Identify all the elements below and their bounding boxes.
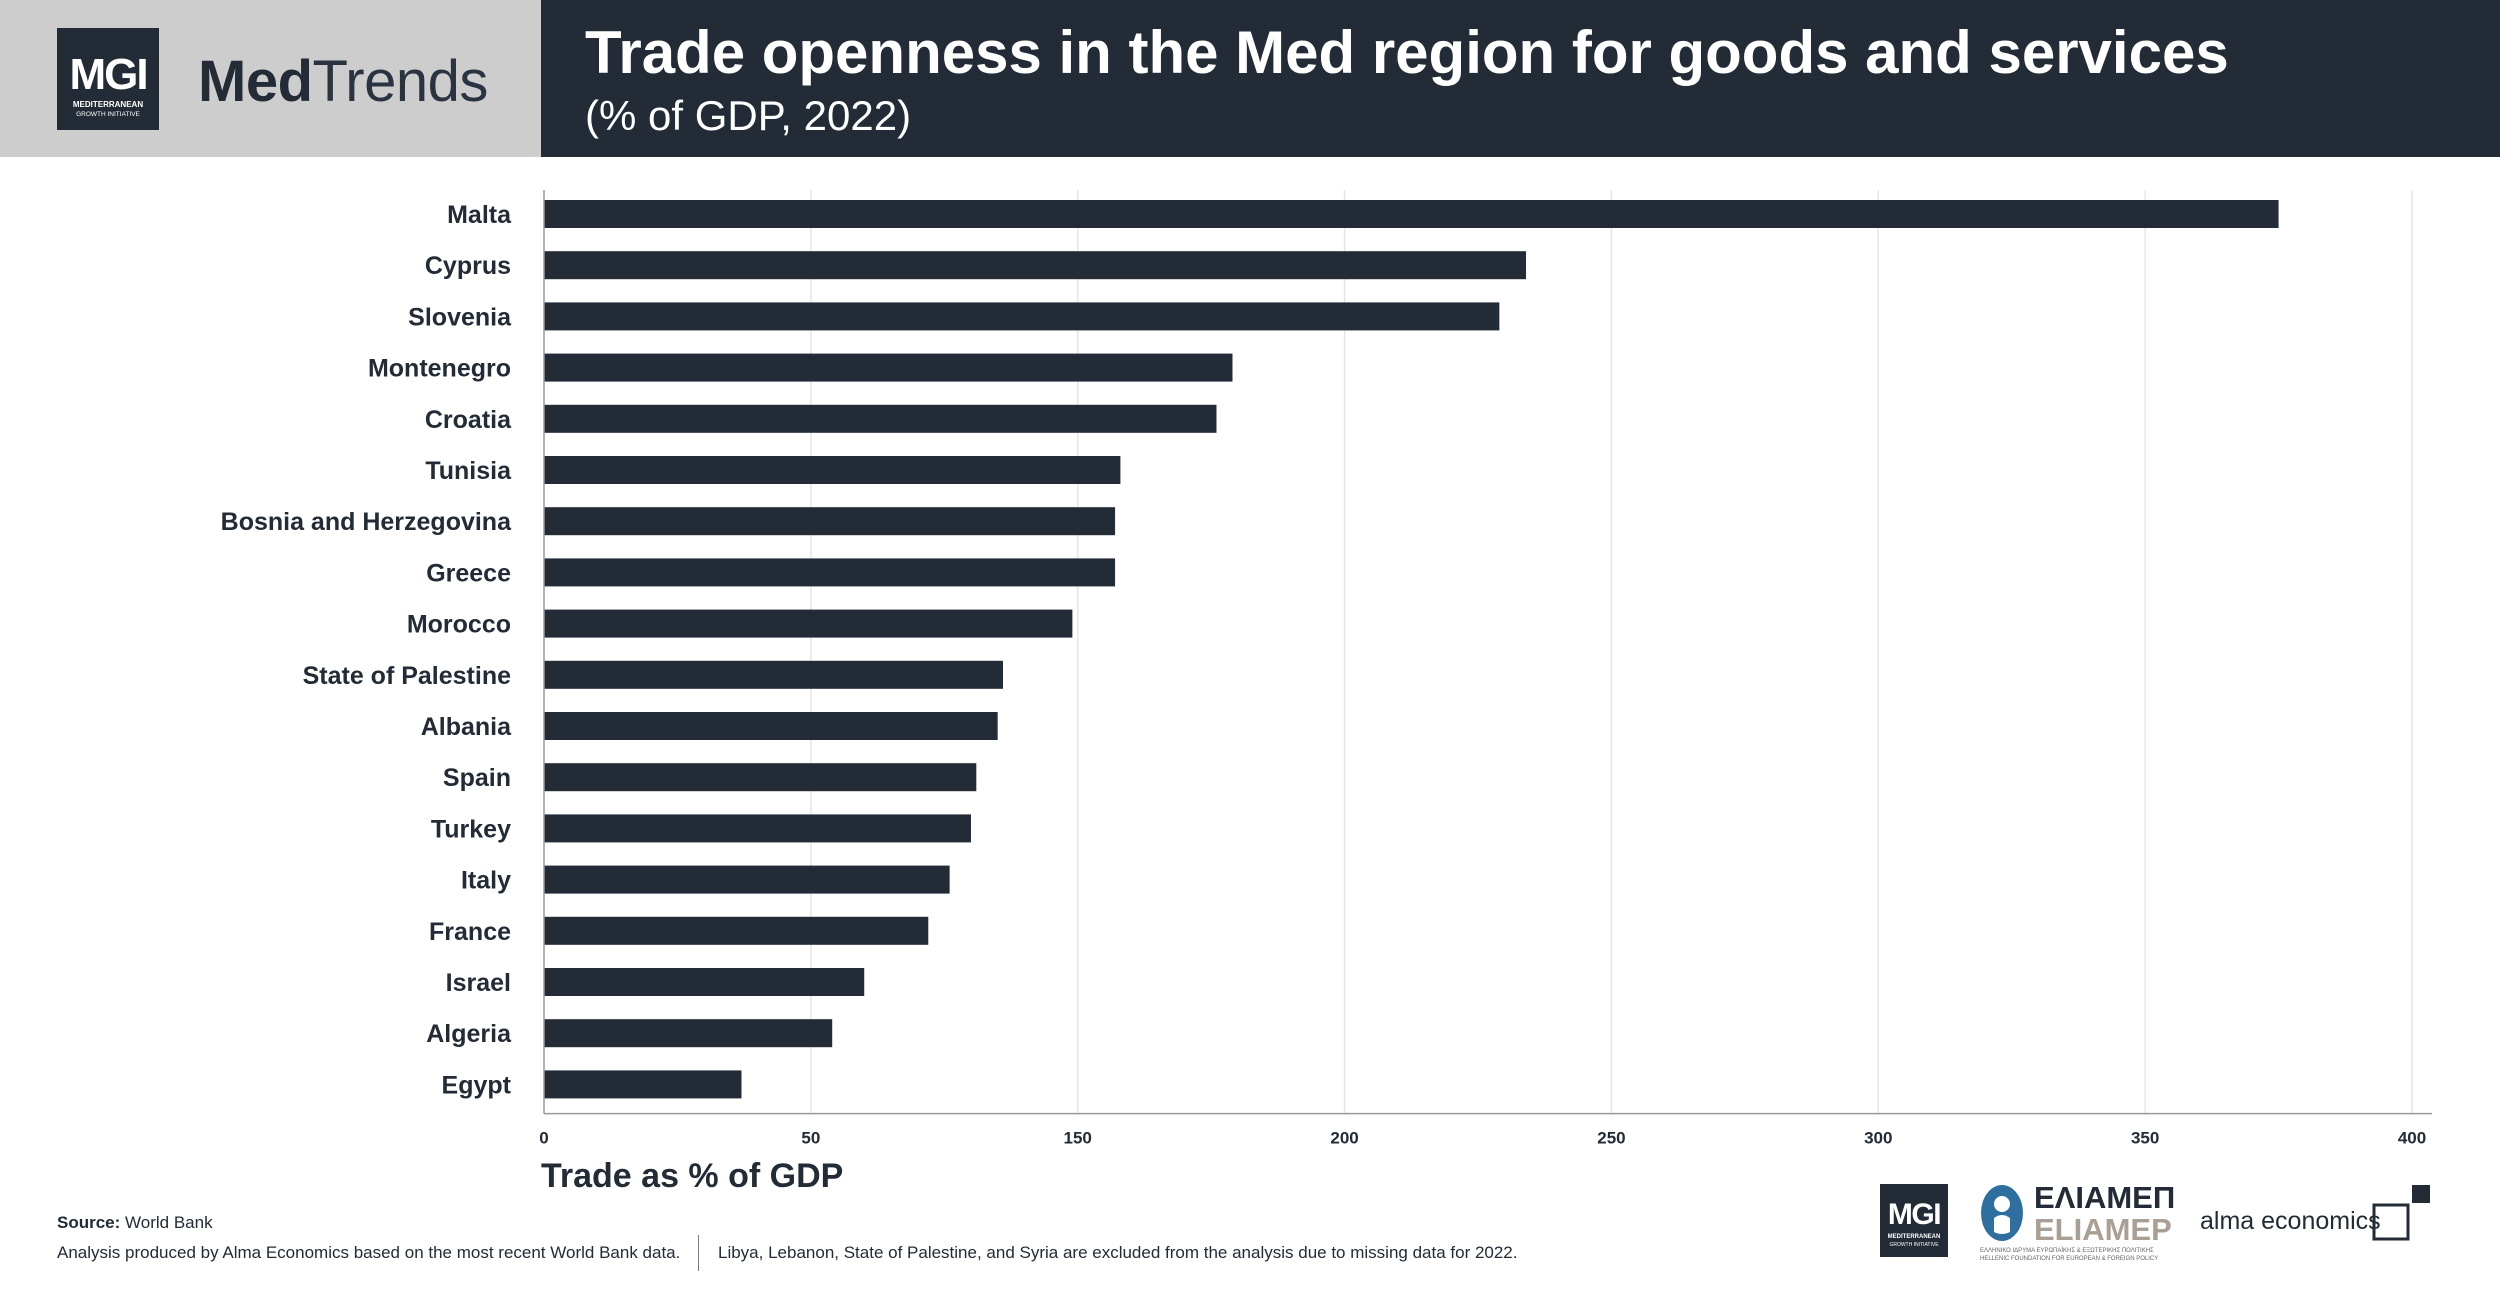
bar-chart: Malta Cyprus Slovenia Montenegro Croatia Tuni… — [221, 190, 2432, 1148]
mgi-logo-text: MGI — [69, 50, 148, 99]
category-label: Tunisia — [425, 457, 512, 485]
medtrends-wordmark: MedTrends — [198, 48, 488, 115]
x-tick-label: 0 — [539, 1129, 548, 1148]
category-label: Croatia — [425, 406, 512, 434]
eliamep-logo: ΕΛΙΑΜΕΠ ELIAMEP ΕΛΛΗΝΙΚΟ ΙΔΡΥΜΑ ΕΥΡΩΠΑΪΚ… — [1980, 1180, 2175, 1264]
alma-squares-icon — [2372, 1185, 2430, 1241]
eliamep-tagline-english: HELLENIC FOUNDATION FOR EUROPEAN & FOREI… — [1980, 1256, 2159, 1262]
category-label: Turkey — [431, 815, 511, 843]
category-label: Bosnia and Herzegovina — [221, 508, 512, 536]
bar-israel — [544, 968, 865, 996]
tick-labels: 0 50 150 200 250 300 350 400 — [539, 1129, 2426, 1148]
bar-albania — [544, 712, 998, 740]
bar-bosnia-and-herzegovina — [544, 507, 1116, 536]
mgi-logo-footer: MGI MEDITERRANEAN GROWTH INITIATIVE — [1880, 1184, 1948, 1257]
eliamep-latin-name: ELIAMEP — [2034, 1212, 2172, 1247]
category-labels: Malta Cyprus Slovenia Montenegro Croatia Tuni… — [221, 201, 512, 1099]
category-label: Malta — [447, 201, 512, 229]
chart-subtitle: (% of GDP, 2022) — [585, 92, 912, 139]
category-label: Morocco — [407, 611, 511, 639]
header-banner: MGI MEDITERRANEAN GROWTH INITIATIVE MedT… — [0, 0, 2500, 157]
mgi-logo: MGI MEDITERRANEAN GROWTH INITIATIVE — [57, 28, 159, 130]
footer-divider — [698, 1235, 699, 1271]
gridlines — [810, 190, 2413, 1114]
category-label: Cyprus — [425, 252, 511, 280]
x-tick-label: 350 — [2131, 1129, 2159, 1148]
x-tick-label: 150 — [1064, 1129, 1092, 1148]
x-tick-label: 300 — [1864, 1129, 1892, 1148]
bar-italy — [544, 865, 950, 894]
bar-morocco — [544, 609, 1073, 638]
x-axis-label: Trade as % of GDP — [541, 1157, 844, 1195]
eliamep-tagline-greek: ΕΛΛΗΝΙΚΟ ΙΔΡΥΜΑ ΕΥΡΩΠΑΪΚΗΣ & ΕΞΩΤΕΡΙΚΗΣ … — [1980, 1248, 2154, 1254]
medtrends-bold: Med — [198, 49, 313, 114]
category-label: France — [429, 918, 511, 946]
category-label: Italy — [461, 867, 511, 895]
bar-cyprus — [544, 251, 1527, 280]
bar-croatia — [544, 404, 1217, 433]
x-tick-label: 400 — [2398, 1129, 2426, 1148]
eliamep-greek-name: ΕΛΙΑΜΕΠ — [2034, 1180, 2176, 1215]
bar-tunisia — [544, 456, 1121, 484]
mgi-logo-footer-line2: GROWTH INITIATIVE — [1889, 1242, 1939, 1248]
eliamep-emblem-icon — [1981, 1185, 2023, 1241]
source-value: World Bank — [125, 1213, 213, 1232]
category-label: Algeria — [426, 1020, 512, 1048]
category-label: Israel — [446, 969, 511, 997]
category-label: Spain — [443, 764, 511, 792]
category-label: Slovenia — [408, 303, 512, 331]
axes — [543, 190, 2432, 1115]
category-label: Greece — [426, 559, 511, 587]
bar-spain — [544, 763, 977, 792]
category-label: Montenegro — [368, 355, 511, 383]
chart-title: Trade openness in the Med region for goo… — [585, 19, 2229, 86]
medtrends-light: Trends — [312, 49, 489, 114]
bar-turkey — [544, 814, 971, 843]
analysis-note: Analysis produced by Alma Economics base… — [57, 1243, 681, 1262]
mgi-logo-line2: GROWTH INITIATIVE — [76, 111, 140, 118]
x-tick-label: 50 — [801, 1129, 820, 1148]
bar-montenegro — [544, 353, 1233, 382]
category-label: State of Palestine — [303, 662, 511, 690]
exclusion-note: Libya, Lebanon, State of Palestine, and … — [718, 1243, 1518, 1262]
bar-slovenia — [544, 302, 1500, 331]
bar-greece — [544, 558, 1116, 587]
bar-egypt — [544, 1070, 742, 1099]
source-label: Source: — [57, 1213, 121, 1232]
x-tick-label: 200 — [1330, 1129, 1358, 1148]
source-note: Source: World Bank — [57, 1213, 213, 1233]
mgi-logo-footer-text: MGI — [1887, 1198, 1942, 1231]
bar-state-of-palestine — [544, 660, 1003, 689]
x-tick-label: 250 — [1597, 1129, 1625, 1148]
bar-france — [544, 916, 929, 945]
mgi-logo-footer-line1: MEDITERRANEAN — [1887, 1234, 1941, 1240]
brand-panel: MGI MEDITERRANEAN GROWTH INITIATIVE MedT… — [0, 0, 541, 157]
category-label: Egypt — [442, 1071, 512, 1099]
category-label: Albania — [421, 713, 512, 741]
mgi-logo-line1: MEDITERRANEAN — [72, 100, 144, 109]
bars — [544, 200, 2279, 1099]
bar-malta — [544, 200, 2279, 228]
alma-economics-wordmark: alma economics — [2200, 1207, 2381, 1235]
bar-algeria — [544, 1019, 833, 1048]
